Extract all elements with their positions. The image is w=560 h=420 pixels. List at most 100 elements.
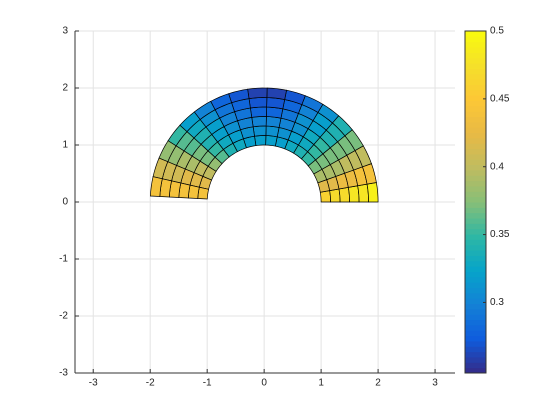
colorbar-swatch <box>465 73 486 80</box>
colorbar-swatch <box>465 340 486 347</box>
colorbar-swatch <box>465 234 486 240</box>
colorbar-swatch <box>465 314 486 321</box>
colorbar-tick-label: 0.45 <box>490 93 510 104</box>
colorbar-swatch <box>465 362 486 369</box>
colorbar-swatch <box>465 250 486 256</box>
mesh-cell <box>252 125 267 137</box>
colorbar-swatch <box>465 164 486 171</box>
x-tick-label: 3 <box>432 378 438 389</box>
colorbar-swatch <box>465 324 486 331</box>
mesh-cell <box>254 135 267 146</box>
colorbar-swatch <box>465 330 486 337</box>
mesh-cell <box>357 183 369 203</box>
colorbar-swatch <box>465 266 486 272</box>
colorbar-tick-label: 0.5 <box>490 26 504 37</box>
x-tick-label: -1 <box>203 378 212 389</box>
mesh-cell <box>247 87 268 99</box>
colorbar-swatch <box>465 137 486 144</box>
colorbar-swatch <box>465 95 486 101</box>
colorbar-swatch <box>465 180 486 187</box>
colorbar-swatch <box>465 57 486 64</box>
colorbar-swatch <box>465 319 486 326</box>
colorbar-swatch <box>465 298 486 305</box>
mesh-cell <box>329 188 341 203</box>
colorbar-swatch <box>465 100 486 107</box>
mesh-cell <box>347 185 360 203</box>
colorbar-swatch <box>465 282 486 288</box>
mesh-cell <box>197 186 210 200</box>
colorbar-swatch <box>465 116 486 123</box>
mesh-cell <box>149 176 163 197</box>
colorbar-swatch <box>465 111 486 117</box>
colorbar-swatch <box>465 143 486 150</box>
colorbar-swatch <box>465 169 486 176</box>
colorbar-swatch <box>465 218 486 224</box>
x-tick-label: -2 <box>146 378 155 389</box>
colorbar-swatch <box>465 212 486 219</box>
mesh-cell <box>248 97 268 109</box>
colorbar-swatch <box>465 52 486 59</box>
x-tick-label: -3 <box>89 378 98 389</box>
colorbar-swatch <box>465 148 486 155</box>
mesh-cell <box>265 125 280 138</box>
colorbar-swatch <box>465 196 486 203</box>
x-tick-label: 0 <box>261 378 267 389</box>
colorbar-swatch <box>465 202 486 208</box>
colorbar-tick-label: 0.3 <box>490 297 504 308</box>
colorbar-swatch <box>465 207 486 214</box>
colorbar-swatch <box>465 303 486 310</box>
mesh-cell <box>338 186 350 203</box>
colorbar-swatch <box>465 191 486 198</box>
colorbar-swatch <box>465 260 486 267</box>
colorbar-swatch <box>465 367 486 374</box>
x-tick-label: 1 <box>318 378 324 389</box>
colorbar-swatch <box>465 127 486 134</box>
colorbar-frame <box>464 30 487 374</box>
colorbar-swatch <box>465 89 486 96</box>
colorbar-swatch <box>465 228 486 235</box>
colorbar-tick-label: 0.4 <box>490 161 504 172</box>
y-tick-label: 2 <box>62 83 68 94</box>
y-tick-label: -1 <box>59 254 68 265</box>
colorbar-swatch <box>465 175 486 182</box>
y-tick-label: -3 <box>59 368 68 379</box>
mesh-cell <box>266 87 287 100</box>
colorbar-swatch <box>465 287 486 294</box>
colorbar-swatch <box>465 153 486 160</box>
y-tick-label: 0 <box>62 197 68 208</box>
colorbar-swatch <box>465 105 486 112</box>
mesh-cell <box>249 106 267 118</box>
colorbar-swatch <box>465 335 486 342</box>
y-tick-label: 1 <box>62 140 68 151</box>
y-tick-label: 3 <box>62 26 68 37</box>
colorbar-swatch <box>465 31 486 37</box>
mesh-cell <box>366 182 379 203</box>
colorbar-swatch <box>465 223 486 230</box>
colorbar-swatch <box>465 159 486 166</box>
colorbar-swatch <box>465 47 486 53</box>
colorbar-swatch <box>465 185 486 192</box>
colorbar-swatch <box>465 36 486 43</box>
colorbar-tick-label: 0.35 <box>490 229 510 240</box>
colorbar-swatch <box>465 292 486 299</box>
colorbar-swatch <box>465 346 486 353</box>
colorbar-swatch <box>465 84 486 91</box>
colorbar-swatch <box>465 63 486 69</box>
colorbar-swatch <box>465 132 486 139</box>
mesh-cell <box>251 116 267 128</box>
colorbar-swatch <box>465 68 486 75</box>
colorbar-swatch <box>465 121 486 128</box>
colorbar-swatch <box>465 356 486 363</box>
colorbar-swatch <box>465 351 486 358</box>
colorbar-swatch <box>465 308 486 315</box>
mesh-cell <box>265 116 282 128</box>
colorbar-swatch <box>465 79 486 85</box>
colorbar-swatch <box>465 276 486 283</box>
colorbar-swatch <box>465 255 486 262</box>
mesh-cell <box>265 135 278 147</box>
colorbar-swatch <box>465 244 486 251</box>
colorbar-swatch <box>465 239 486 246</box>
y-tick-label: -2 <box>59 311 68 322</box>
colorbar-swatch <box>465 41 486 48</box>
